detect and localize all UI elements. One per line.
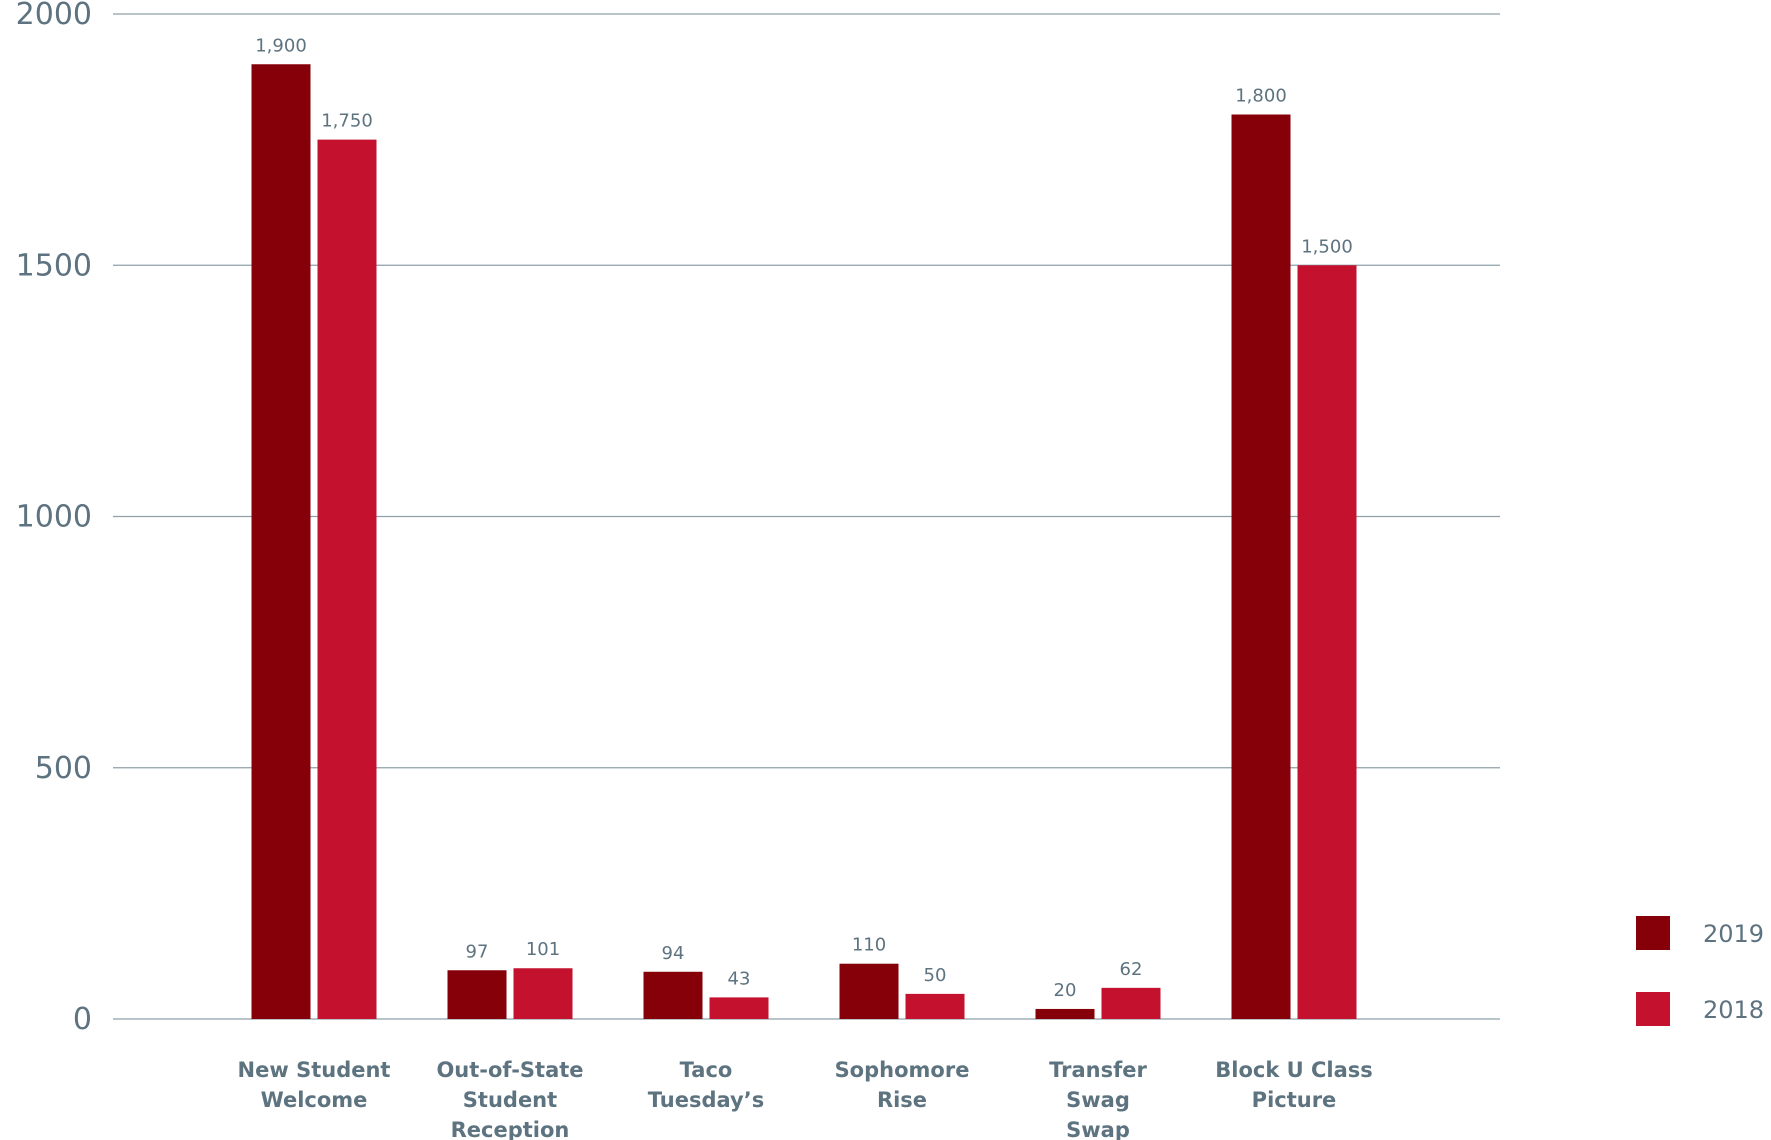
bar-2019-5 [1231, 114, 1291, 1019]
bar-2018-5 [1297, 265, 1357, 1019]
data-labels: 1,900 1,750 97 101 94 43 110 50 20 62 1,800 1,500 [255, 35, 1353, 1001]
bar-2019-4 [1035, 1008, 1095, 1019]
data-label-2018-2: 43 [728, 968, 751, 989]
x-tick-label-3-0: Sophomore [835, 1058, 970, 1082]
bar-2018-2 [709, 997, 769, 1019]
y-tick-label-0: 0 [73, 1002, 92, 1037]
data-label-2019-3: 110 [852, 935, 886, 956]
data-label-2019-5: 1,800 [1235, 86, 1287, 107]
data-label-2018-0: 1,750 [321, 111, 373, 132]
legend: 2019 2018 [1636, 916, 1764, 1026]
bar-2018-1 [513, 968, 573, 1019]
bar-2019-3 [839, 963, 899, 1019]
y-tick-label-2000: 2000 [16, 0, 92, 32]
x-tick-label-1-1: Student [463, 1088, 557, 1112]
y-axis-ticks: 0 500 1000 1500 2000 [16, 0, 92, 1037]
x-tick-label-4-2: Swap [1066, 1118, 1130, 1140]
data-label-2019-2: 94 [662, 943, 685, 964]
bar-2019-2 [643, 971, 703, 1019]
y-tick-label-1500: 1500 [16, 248, 92, 283]
data-label-2018-4: 62 [1120, 959, 1143, 980]
x-tick-label-2-1: Tuesday’s [648, 1088, 764, 1112]
bar-2019-1 [447, 970, 507, 1019]
data-label-2019-1: 97 [466, 941, 489, 962]
bar-2018-4 [1101, 987, 1161, 1019]
x-tick-label-4-0: Transfer [1049, 1058, 1147, 1082]
data-label-2019-4: 20 [1054, 980, 1077, 1001]
x-axis-labels: New Student Welcome Out-of-State Student Rec… [238, 1058, 1373, 1140]
bar-2018-3 [905, 993, 965, 1019]
x-tick-label-0-0: New Student [238, 1058, 391, 1082]
data-label-2018-5: 1,500 [1301, 236, 1353, 257]
x-tick-label-3-1: Rise [877, 1088, 927, 1112]
legend-swatch-2019 [1636, 916, 1670, 950]
x-tick-label-1-2: Reception [451, 1118, 570, 1140]
data-label-2018-1: 101 [526, 939, 560, 960]
bar-2018-0 [317, 139, 377, 1019]
legend-swatch-2018 [1636, 992, 1670, 1026]
y-tick-label-500: 500 [35, 751, 92, 786]
x-tick-label-2-0: Taco [680, 1058, 733, 1082]
x-tick-label-5-0: Block U Class [1215, 1058, 1373, 1082]
x-tick-label-1-0: Out-of-State [436, 1058, 583, 1082]
data-label-2019-0: 1,900 [255, 35, 307, 56]
legend-label-2019: 2019 [1703, 920, 1764, 948]
y-tick-label-1000: 1000 [16, 500, 92, 535]
x-tick-label-0-1: Welcome [261, 1088, 368, 1112]
bars [251, 64, 1357, 1019]
legend-label-2018: 2018 [1703, 996, 1764, 1024]
x-tick-label-4-1: Swag [1066, 1088, 1130, 1112]
x-tick-label-5-1: Picture [1252, 1088, 1337, 1112]
data-label-2018-3: 50 [924, 965, 947, 986]
bar-2019-0 [251, 64, 311, 1019]
